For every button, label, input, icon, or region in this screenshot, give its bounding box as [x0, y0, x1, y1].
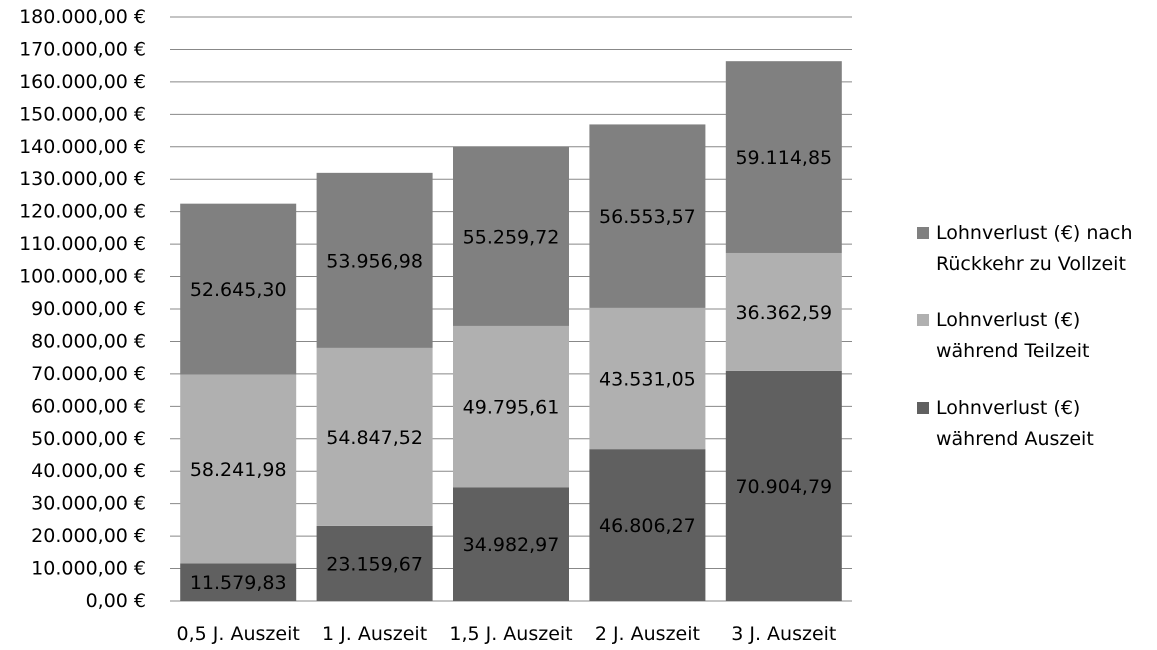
legend-label: Lohnverlust (€) — [936, 309, 1080, 331]
y-tick-label: 170.000,00 € — [19, 38, 146, 60]
y-tick-label: 180.000,00 € — [19, 6, 146, 28]
x-tick-label: 0,5 J. Auszeit — [177, 623, 300, 645]
y-tick-label: 120.000,00 € — [19, 201, 146, 223]
data-label: 56.553,57 — [599, 206, 696, 228]
data-label: 23.159,67 — [326, 553, 423, 575]
y-tick-label: 80.000,00 € — [31, 330, 146, 352]
y-axis-tick-labels: 0,00 € 10.000,00 € 20.000,00 € 30.000,00 € 4… — [19, 6, 146, 612]
data-label: 54.847,52 — [326, 427, 423, 449]
y-tick-label: 150.000,00 € — [19, 103, 146, 125]
y-tick-label: 0,00 € — [86, 590, 146, 612]
data-label: 36.362,59 — [735, 302, 832, 324]
legend-label: Lohnverlust (€) — [936, 397, 1080, 419]
y-tick-label: 140.000,00 € — [19, 136, 146, 158]
legend-label: während Teilzeit — [936, 340, 1089, 362]
y-tick-label: 130.000,00 € — [19, 168, 146, 190]
x-tick-label: 3 J. Auszeit — [731, 623, 836, 645]
legend-swatch — [917, 227, 929, 239]
x-axis-tick-labels: 0,5 J. Auszeit 1 J. Auszeit 1,5 J. Auszeit… — [177, 623, 837, 645]
legend-label: während Auszeit — [936, 428, 1094, 450]
legend-label: Lohnverlust (€) nach — [936, 222, 1133, 244]
data-label: 59.114,85 — [735, 147, 832, 169]
data-label: 58.241,98 — [190, 459, 287, 481]
data-label: 11.579,83 — [190, 572, 287, 594]
data-label: 55.259,72 — [463, 226, 560, 248]
data-label: 34.982,97 — [463, 534, 560, 556]
y-tick-label: 50.000,00 € — [31, 428, 146, 450]
y-tick-label: 60.000,00 € — [31, 395, 146, 417]
y-tick-label: 100.000,00 € — [19, 266, 146, 288]
y-tick-label: 160.000,00 € — [19, 71, 146, 93]
x-tick-label: 2 J. Auszeit — [595, 623, 700, 645]
legend-swatch — [917, 314, 929, 326]
y-tick-label: 40.000,00 € — [31, 460, 146, 482]
y-tick-label: 90.000,00 € — [31, 298, 146, 320]
data-label: 43.531,05 — [599, 369, 696, 391]
legend: Lohnverlust (€) nach Rückkehr zu Vollzeit… — [917, 222, 1133, 450]
data-label: 52.645,30 — [190, 279, 287, 301]
bars — [180, 61, 842, 601]
x-tick-label: 1,5 J. Auszeit — [449, 623, 572, 645]
y-tick-label: 10.000,00 € — [31, 558, 146, 580]
legend-label: Rückkehr zu Vollzeit — [936, 253, 1126, 275]
y-tick-label: 110.000,00 € — [19, 233, 146, 255]
data-label: 70.904,79 — [735, 476, 832, 498]
y-tick-label: 70.000,00 € — [31, 363, 146, 385]
y-tick-label: 30.000,00 € — [31, 493, 146, 515]
legend-swatch — [917, 402, 929, 414]
y-tick-label: 20.000,00 € — [31, 525, 146, 547]
x-tick-label: 1 J. Auszeit — [322, 623, 427, 645]
data-label: 46.806,27 — [599, 515, 696, 537]
data-label: 49.795,61 — [463, 397, 560, 419]
data-label: 53.956,98 — [326, 250, 423, 272]
